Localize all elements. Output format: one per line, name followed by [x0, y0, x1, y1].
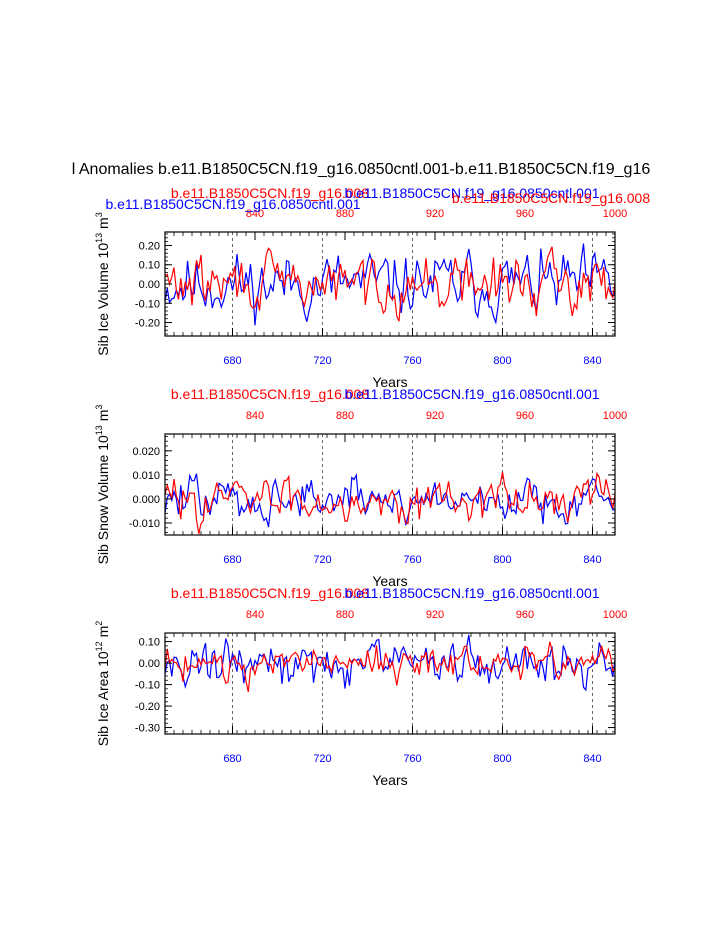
y-tick-label: 0.00 [139, 658, 160, 670]
y-tick-label: -0.10 [135, 680, 160, 692]
x-tick-label-bottom: 840 [583, 355, 601, 367]
top-title-left: b.e11.B1850C5CN.f19_g16.0850cntl.001 [105, 196, 360, 212]
y-tick-label: 0.10 [139, 260, 160, 272]
y-tick-label: -0.10 [135, 298, 160, 310]
x-tick-label-top: 920 [426, 609, 444, 621]
y-axis-label-exponent: 12 [94, 641, 104, 651]
panel-2: -0.010 0.000 0.010 0.020 680 720 760 800 840 840 8… [94, 386, 627, 589]
x-tick-label-top: 1000 [603, 410, 627, 422]
top-title-right2: b.e11.B1850C5CN.f19_g16.008 [452, 190, 650, 206]
x-tick-label-top: 840 [246, 208, 264, 220]
y-tick-label: 0.000 [132, 494, 160, 506]
x-tick-label-bottom: 760 [403, 355, 421, 367]
x-tick-label-bottom: 840 [583, 753, 601, 765]
x-tick-label-top: 880 [336, 208, 354, 220]
series-line-a [164, 472, 616, 528]
y-axis-label-unit-exponent: 3 [94, 212, 104, 217]
y-axis-label: Sib Snow Volume 1013 m3 [94, 405, 111, 565]
y-axis-label-unit: m [95, 626, 111, 642]
x-axis-label: Years [372, 772, 407, 788]
y-tick-label: -0.010 [129, 518, 160, 530]
x-tick-label-bottom: 680 [223, 753, 241, 765]
top-title-right: b.e11.B1850C5CN.f19_g16.0850cntl.001 [344, 185, 599, 201]
y-axis-label-text: Sib Snow Volume 10 [95, 435, 111, 564]
x-tick-label-top: 960 [516, 609, 534, 621]
series-line-b [164, 471, 616, 535]
series-line-b [164, 641, 616, 693]
top-title-mid: b.e11.B1850C5CN.f19_g16.008 [171, 185, 369, 201]
y-tick-label: -0.20 [135, 318, 160, 330]
x-tick-label-top: 840 [246, 609, 264, 621]
top-title-right: b.e11.B1850C5CN.f19_g16.0850cntl.001 [344, 386, 599, 402]
y-tick-label: 0.20 [139, 240, 160, 252]
x-tick-label-top: 920 [426, 208, 444, 220]
series-line-b [164, 246, 616, 322]
y-axis-label-exponent: 13 [94, 425, 104, 435]
x-tick-label-top: 880 [336, 410, 354, 422]
x-tick-label-bottom: 800 [493, 554, 511, 566]
y-tick-label: 0.10 [139, 637, 160, 649]
panel-1: -0.20 -0.10 0.00 0.10 0.20 680 720 760 800 840 840… [94, 185, 650, 390]
y-tick-label: 0.00 [139, 279, 160, 291]
x-tick-label-top: 880 [336, 609, 354, 621]
y-tick-label: -0.30 [135, 723, 160, 735]
x-tick-label-bottom: 680 [223, 554, 241, 566]
y-axis-label-unit-exponent: 3 [94, 405, 104, 410]
y-axis-label-unit: m [95, 410, 111, 426]
x-tick-label-bottom: 720 [313, 753, 331, 765]
y-axis-label: Sib Ice Area 1012 m2 [94, 621, 111, 747]
x-tick-label-bottom: 800 [493, 355, 511, 367]
y-axis-label: Sib Ice Volume 1013 m3 [94, 212, 111, 355]
x-tick-label-bottom: 760 [403, 554, 421, 566]
series-line-a [164, 634, 616, 692]
figure-title: l Anomalies b.e11.B1850C5CN.f19_g16.0850… [72, 161, 651, 178]
x-tick-label-top: 960 [516, 410, 534, 422]
y-axis-label-unit: m [95, 217, 111, 233]
x-tick-label-bottom: 800 [493, 753, 511, 765]
x-tick-label-top: 840 [246, 410, 264, 422]
series-line-a [164, 243, 616, 326]
x-tick-label-bottom: 840 [583, 554, 601, 566]
y-axis-label-text: Sib Ice Area 10 [95, 651, 111, 746]
top-title-right: b.e11.B1850C5CN.f19_g16.0850cntl.001 [344, 585, 599, 601]
top-title-left: b.e11.B1850C5CN.f19_g16.008 [171, 386, 369, 402]
x-tick-label-top: 960 [516, 208, 534, 220]
panel-3: -0.30 -0.20 -0.10 0.00 0.10 680 720 760 800 840 84… [94, 585, 627, 788]
y-tick-label: -0.20 [135, 701, 160, 713]
x-tick-label-top: 1000 [603, 208, 627, 220]
top-title-left: b.e11.B1850C5CN.f19_g16.008 [171, 585, 369, 601]
y-tick-label: 0.020 [132, 446, 160, 458]
y-axis-label-text: Sib Ice Volume 10 [95, 243, 111, 356]
y-axis-label-exponent: 13 [94, 233, 104, 243]
x-axis-label: Years [372, 573, 407, 589]
x-tick-label-bottom: 680 [223, 355, 241, 367]
plot-frame [164, 231, 616, 337]
y-tick-label: 0.010 [132, 470, 160, 482]
x-tick-label-top: 920 [426, 410, 444, 422]
x-tick-label-top: 1000 [603, 609, 627, 621]
x-tick-label-bottom: 720 [313, 355, 331, 367]
x-axis-label: Years [372, 374, 407, 390]
y-axis-label-unit-exponent: 2 [94, 621, 104, 626]
x-tick-label-bottom: 720 [313, 554, 331, 566]
x-tick-label-bottom: 760 [403, 753, 421, 765]
